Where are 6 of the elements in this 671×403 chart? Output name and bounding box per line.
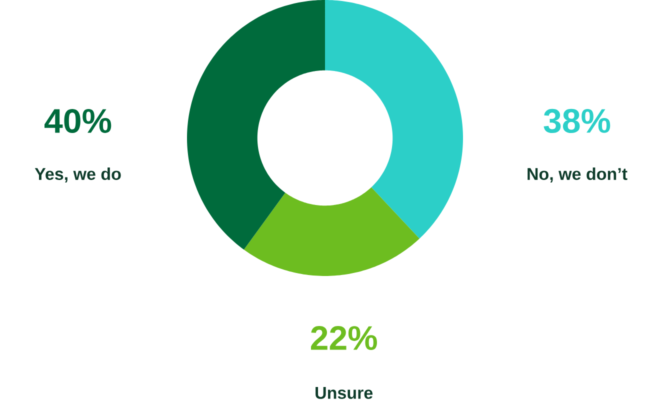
slice-label: Yes, we do	[34, 168, 121, 182]
data-label: 40%	[44, 108, 112, 134]
slice-label: No, we don’t	[528, 168, 628, 182]
data-label: 22%	[311, 326, 377, 350]
data-label: 38%	[544, 108, 610, 134]
slice-label: Unsure	[316, 387, 373, 399]
